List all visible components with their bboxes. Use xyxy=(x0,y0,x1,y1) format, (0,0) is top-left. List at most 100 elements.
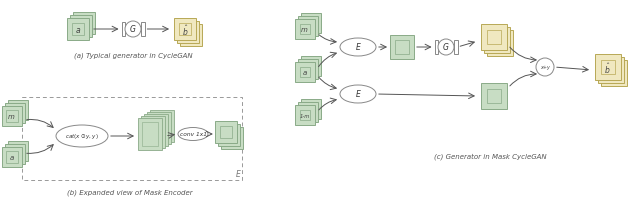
Bar xyxy=(142,122,158,146)
Ellipse shape xyxy=(178,128,208,141)
Bar xyxy=(151,116,167,140)
Bar xyxy=(300,25,310,35)
Bar xyxy=(490,34,504,48)
Bar xyxy=(223,129,235,141)
Text: 1-m: 1-m xyxy=(300,113,310,118)
Text: a: a xyxy=(302,70,307,76)
Text: G: G xyxy=(130,25,136,34)
Bar xyxy=(12,145,24,157)
Bar xyxy=(300,68,310,78)
Bar xyxy=(122,23,125,37)
Circle shape xyxy=(438,40,454,56)
Bar xyxy=(218,124,240,146)
Ellipse shape xyxy=(340,39,376,57)
Bar xyxy=(70,16,92,38)
Bar xyxy=(607,67,621,81)
Text: m: m xyxy=(301,27,308,33)
Bar xyxy=(303,65,313,75)
Text: a: a xyxy=(10,155,13,161)
Bar xyxy=(303,107,313,117)
Bar xyxy=(300,110,310,120)
Circle shape xyxy=(125,22,141,38)
Bar xyxy=(493,37,507,51)
Bar xyxy=(295,20,315,40)
Bar xyxy=(301,14,321,34)
Bar xyxy=(144,114,168,146)
Bar xyxy=(9,148,21,160)
Bar xyxy=(298,17,318,37)
Ellipse shape xyxy=(340,86,376,103)
Bar xyxy=(215,121,237,143)
Bar xyxy=(8,100,28,120)
Bar xyxy=(22,98,242,180)
Bar xyxy=(78,18,90,30)
Bar xyxy=(6,110,18,122)
Bar xyxy=(141,116,165,148)
Bar xyxy=(604,64,618,78)
Bar xyxy=(182,27,194,39)
Text: $\hat{b}$: $\hat{b}$ xyxy=(604,61,611,75)
Bar xyxy=(220,126,232,138)
Bar xyxy=(150,110,174,142)
Bar xyxy=(598,58,624,84)
Circle shape xyxy=(536,59,554,77)
Bar xyxy=(306,19,316,29)
Bar xyxy=(601,61,615,75)
Bar xyxy=(295,105,315,125)
Bar xyxy=(487,31,501,45)
Text: E: E xyxy=(356,90,360,99)
Bar xyxy=(298,102,318,122)
Bar xyxy=(390,36,414,60)
Bar xyxy=(306,62,316,72)
Bar xyxy=(148,118,164,142)
Text: a: a xyxy=(75,26,80,35)
Bar xyxy=(8,141,28,161)
Bar xyxy=(2,147,22,167)
Bar xyxy=(72,24,84,36)
Bar xyxy=(6,151,18,163)
Bar xyxy=(145,120,161,144)
Bar xyxy=(481,84,507,109)
Bar xyxy=(595,55,621,81)
Bar xyxy=(5,144,25,164)
Bar xyxy=(147,112,171,144)
Text: conv 1x1: conv 1x1 xyxy=(179,132,207,137)
Bar xyxy=(601,61,627,87)
Bar xyxy=(138,118,162,150)
Bar xyxy=(75,21,87,33)
Bar xyxy=(303,22,313,32)
Text: G: G xyxy=(443,43,449,52)
Bar xyxy=(484,28,510,54)
Text: $cat(x \odot y, y)$: $cat(x \odot y, y)$ xyxy=(65,132,99,141)
Bar xyxy=(185,30,197,42)
Bar xyxy=(141,23,145,37)
Bar xyxy=(177,22,199,44)
Bar xyxy=(481,25,507,51)
Bar xyxy=(298,60,318,80)
Bar xyxy=(435,41,438,55)
Bar xyxy=(12,104,24,116)
Text: (c) Generator in Mask CycleGAN: (c) Generator in Mask CycleGAN xyxy=(434,153,547,160)
Bar xyxy=(174,19,196,41)
Bar xyxy=(301,57,321,77)
Bar xyxy=(180,25,202,47)
Ellipse shape xyxy=(56,125,108,147)
Bar xyxy=(221,127,243,149)
Text: (a) Typical generator in CycleGAN: (a) Typical generator in CycleGAN xyxy=(74,52,192,59)
Text: $\hat{b}$: $\hat{b}$ xyxy=(182,23,188,38)
Bar xyxy=(395,41,409,55)
Bar xyxy=(454,41,458,55)
Text: m: m xyxy=(8,114,15,120)
Bar xyxy=(9,107,21,119)
Text: E: E xyxy=(236,170,241,179)
Bar xyxy=(306,104,316,114)
Bar xyxy=(73,13,95,35)
Text: (b) Expanded view of Mask Encoder: (b) Expanded view of Mask Encoder xyxy=(67,189,193,195)
Bar xyxy=(154,114,170,138)
Bar xyxy=(301,100,321,119)
Bar xyxy=(5,103,25,123)
Bar xyxy=(295,63,315,83)
Bar xyxy=(487,31,513,57)
Text: x+y: x+y xyxy=(540,65,550,70)
Bar xyxy=(2,106,22,126)
